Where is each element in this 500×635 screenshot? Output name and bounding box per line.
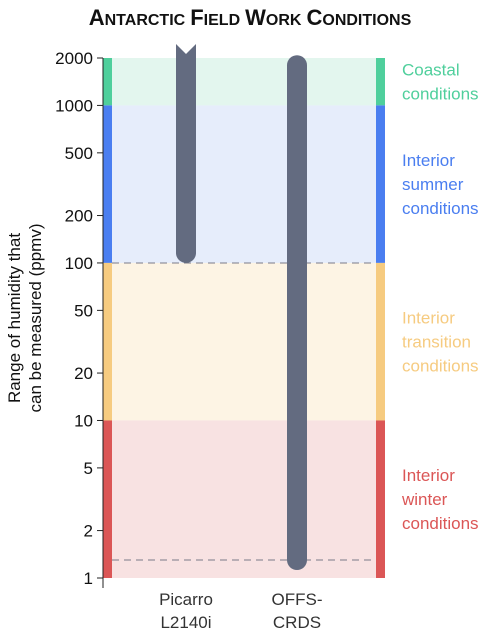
- zone-band: [103, 420, 385, 578]
- y-tick-label: 1: [84, 569, 93, 588]
- zone-label: Coastal conditions: [402, 61, 479, 104]
- y-tick-label: 500: [65, 144, 93, 163]
- zone-band: [103, 105, 385, 263]
- chart-title: ANTARCTIC FIELD WORK CONDITIONS: [89, 5, 412, 30]
- zone-strip-left: [103, 420, 112, 578]
- instrument-bar: [287, 55, 307, 571]
- y-tick-label: 50: [74, 301, 93, 320]
- zone-strip-right: [376, 420, 385, 578]
- zone-band: [103, 262, 385, 421]
- y-tick-label: 200: [65, 207, 93, 226]
- zone-strip-right: [376, 58, 385, 106]
- y-tick-label: 20: [74, 364, 93, 383]
- y-tick-label: 100: [65, 254, 93, 273]
- zone-strip-left: [103, 262, 112, 421]
- y-axis-label: Range of humidity that can be measured (p…: [5, 224, 45, 413]
- category-label: Picarro L2140i: [159, 590, 213, 632]
- instrument-bar: [176, 44, 196, 263]
- zone-strip-left: [103, 58, 112, 106]
- y-tick-label: 10: [74, 411, 93, 430]
- category-label: OFFS-CRDS: [272, 590, 323, 632]
- y-tick-label: 2000: [55, 49, 93, 68]
- zone-label: Interior transition conditions: [402, 309, 479, 376]
- zone-band: [103, 58, 385, 106]
- zone-strip-right: [376, 262, 385, 421]
- y-tick-label: 2: [84, 522, 93, 541]
- y-tick-label: 5: [84, 459, 93, 478]
- zone-strip-left: [103, 105, 112, 263]
- zone-strip-right: [376, 105, 385, 263]
- y-tick-label: 1000: [55, 96, 93, 115]
- zone-label: Interior winter conditions: [401, 466, 479, 533]
- zone-label: Interior summer conditions: [402, 151, 479, 218]
